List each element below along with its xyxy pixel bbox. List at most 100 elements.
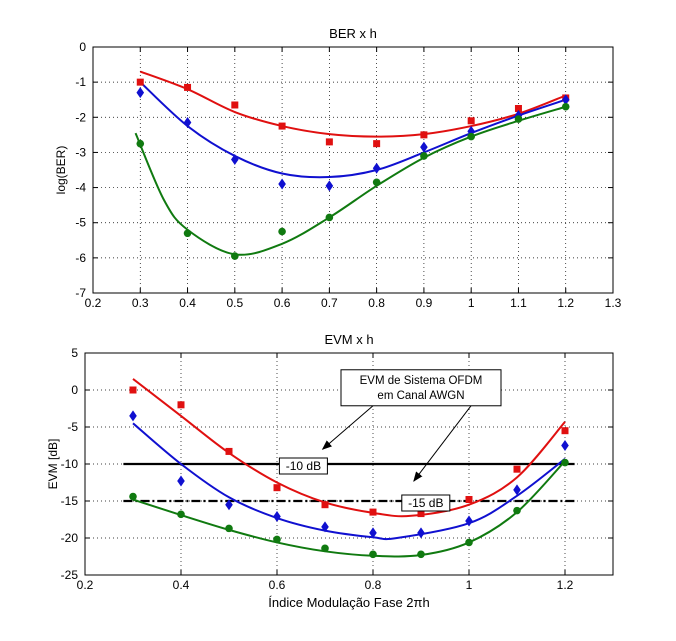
chart1-y-tick-label: -4	[75, 181, 86, 195]
chart2-reference-label-2: -15 dB	[408, 496, 443, 510]
chart1-y-axis-label: log(BER)	[54, 146, 68, 195]
chart2-x-tick-label: 0.2	[77, 578, 94, 592]
chart1-x-tick-label: 0.2	[85, 296, 102, 310]
chart1-x-tick-label: 0.3	[132, 296, 149, 310]
chart1-y-tick-label: -7	[75, 286, 86, 300]
chart1-series-1-point	[325, 138, 333, 146]
chart2-series-2-point	[417, 527, 425, 539]
chart1-x-tick-label: 0.5	[226, 296, 243, 310]
chart2-series-3-fit-line	[132, 460, 566, 558]
chart1-series-3-point	[372, 178, 381, 187]
chart1-y-tick-label: -2	[75, 110, 86, 124]
chart2-series-3-point	[177, 510, 185, 519]
chart2-series-2-point	[369, 527, 377, 539]
chart2-x-tick-label: 0.6	[269, 578, 286, 592]
chart1-series-1-point	[231, 101, 239, 109]
chart2-series-1-point	[225, 447, 233, 455]
chart2-series-1-point	[513, 465, 521, 473]
chart1-series-3-point	[561, 102, 570, 111]
chart1-series-3-point	[278, 227, 286, 236]
chart2-series-2-point	[129, 410, 137, 422]
chart1-series-2-point	[278, 178, 286, 190]
chart2-series-2-fit-line	[132, 422, 566, 541]
chart2-series-3-point	[417, 550, 425, 559]
chart2-series-3-point	[129, 492, 137, 501]
chart2-reference-label-1: -10 dB	[286, 459, 321, 473]
chart2-title: EVM x h	[324, 332, 373, 347]
chart2-x-tick-label: 1.2	[557, 578, 574, 592]
chart1-x-tick-label: 0.8	[368, 296, 385, 310]
chart1-x-tick-label: 0.4	[179, 296, 196, 310]
chart2-reference-label-box-2	[401, 494, 451, 512]
chart2-x-tick-label: 1	[466, 578, 473, 592]
chart2-series-1-fit-line	[132, 378, 566, 518]
chart2-y-tick-label: 0	[71, 383, 78, 397]
chart2-annotation-text-line-1: EVM de Sistema OFDM	[360, 375, 483, 387]
chart2-annotation-box	[340, 369, 502, 407]
chart2-axes-frame	[84, 352, 614, 576]
chart1-series-3-point	[514, 115, 523, 123]
chart2-series-2-point	[561, 440, 569, 451]
chart2-series-1-point	[321, 501, 329, 509]
chart1-group: 0.2 0.3 0.4 0.5 0.6 0.7 0.8 0.9 1 1.1 1.2 1.3 -7 -6 -5…	[54, 26, 622, 310]
chart2-y-tick-label: -5	[67, 420, 78, 434]
chart1-x-tick-label: 1.1	[510, 296, 527, 310]
chart1-series-2-fit-line	[139, 81, 567, 179]
chart1-y-tick-label: -1	[75, 75, 86, 89]
chart2-reference-label-box-1	[278, 457, 328, 475]
chart2-series-2-point	[273, 511, 281, 523]
chart2-series-2-point	[513, 484, 521, 496]
chart1-x-tick-label: 1.2	[557, 296, 574, 310]
chart1-series-1-point	[278, 122, 286, 130]
chart2-series-3-point	[225, 524, 233, 533]
chart1-y-tick-label: -6	[75, 251, 86, 265]
chart1-x-tick-label: 0.6	[274, 296, 291, 310]
chart1-series-3-point	[325, 213, 334, 222]
chart2-series-2-point	[225, 499, 233, 511]
chart2-series-1-point	[561, 427, 569, 435]
chart1-y-tick-label: -3	[75, 145, 86, 159]
chart2-y-tick-label: -20	[61, 531, 79, 545]
chart1-series-1-point	[136, 78, 144, 86]
chart1-y-tick-label: 0	[79, 40, 86, 54]
chart2-series-3-point	[321, 544, 329, 553]
chart2-annotation-arrow-1	[321, 405, 374, 450]
chart1-series-1-point	[514, 105, 522, 112]
chart1-series-1-point	[467, 117, 475, 125]
chart1-series-2-point	[561, 94, 570, 106]
chart1-x-tick-label: 1	[468, 296, 475, 310]
chart2-annotation-arrow-2	[413, 405, 472, 482]
chart2-y-tick-label: 5	[71, 346, 78, 360]
chart1-series-2-point	[231, 153, 239, 165]
chart1-y-tick-label: -5	[75, 216, 86, 230]
chart2-y-tick-label: -25	[61, 568, 79, 582]
chart1-series-2-point	[183, 117, 192, 129]
chart1-series-2-point	[325, 180, 334, 192]
chart1-series-1-point	[184, 83, 192, 91]
chart2-y-tick-label: -15	[61, 494, 79, 508]
chart2-series-1-point	[273, 484, 281, 492]
chart2-x-axis-label: Índice Modulação Fase 2πh	[268, 595, 429, 610]
chart2-series-3-point	[273, 535, 281, 544]
chart2-series-3-point	[561, 458, 569, 467]
chart1-title: BER x h	[329, 26, 377, 41]
chart1-series-3-point	[136, 139, 145, 148]
chart1-series-3-point	[420, 152, 428, 160]
chart1-series-1-point	[373, 140, 381, 148]
chart2-x-tick-label: 0.4	[173, 578, 190, 592]
chart1-series-2-point	[420, 141, 428, 153]
chart1-plot-area	[93, 47, 613, 293]
chart2-series-3-point	[513, 506, 521, 515]
chart2-annotation-text-line-2: em Canal AWGN	[377, 390, 464, 402]
chart1-series-3-point	[231, 252, 239, 260]
chart1-series-3-point	[183, 229, 192, 238]
chart2-series-1-point	[417, 510, 425, 518]
chart2-series-1-point	[129, 386, 137, 394]
chart1-series-2-point	[136, 87, 145, 99]
chart1-series-3-point	[467, 132, 475, 141]
chart2-series-2-point	[321, 521, 329, 533]
chart2-y-axis-label: EVM [dB]	[46, 439, 60, 490]
chart1-series-1-fit-line	[139, 70, 567, 138]
